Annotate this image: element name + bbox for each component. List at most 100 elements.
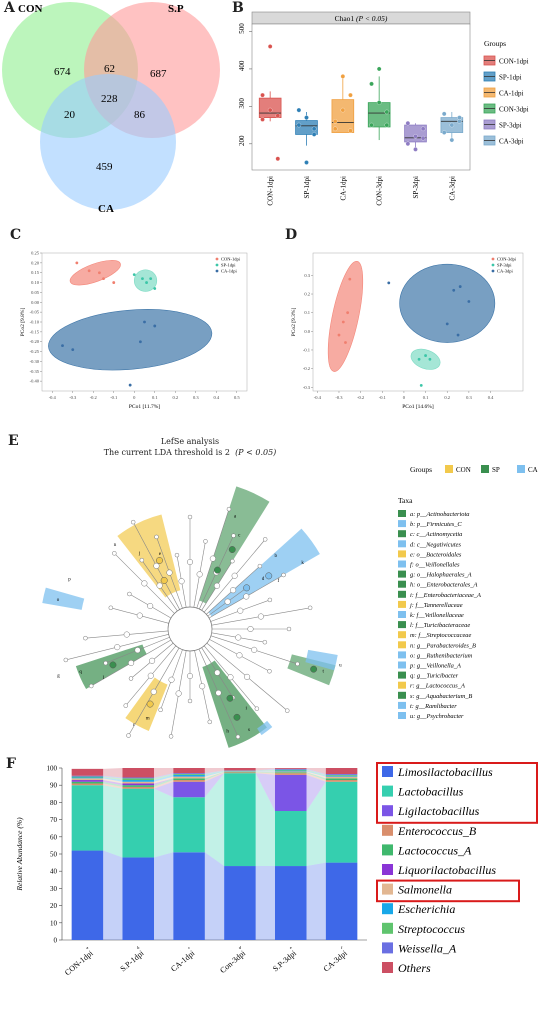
bar-segment-limosilactobacillus [173, 852, 205, 940]
clade-leaf [109, 606, 113, 610]
clade-node-letter: s [248, 728, 250, 733]
lefse-taxon-swatch [398, 702, 406, 709]
pcoa-point [71, 348, 74, 351]
box-point [421, 136, 425, 140]
bar-segment-lactococcus-a [326, 778, 358, 780]
bar-segment-weissella-a [122, 777, 154, 778]
panel-label-a: A [4, 0, 15, 16]
bar-segment-enterococcus-b [224, 772, 256, 773]
clade-node [167, 570, 173, 576]
lefse-taxon-swatch [398, 540, 406, 547]
boxplot-xtick-label: SP-3dpi [412, 176, 420, 199]
bar-legend-label: Weissella_A [398, 941, 457, 955]
clade-node [248, 626, 254, 632]
pcoa-ytick-label: 0.2 [304, 292, 310, 297]
pcoa-xtick-label: -0.2 [90, 395, 97, 400]
pcoa-legend-marker [216, 258, 219, 261]
bar-legend-label: Lactococcus_A [397, 843, 472, 857]
panel-label-d: D [285, 227, 297, 243]
lefse-taxon-swatch [398, 510, 406, 517]
lefse-taxon-label: e: o__Bacteroidales [410, 551, 462, 558]
box-point [406, 142, 410, 146]
lefse-groups-title: Groups [410, 465, 432, 474]
bar-segment-ligilactobacillus [173, 782, 205, 797]
pcoa-legend-label: CON-3dpi [497, 257, 517, 262]
clade-highlight-sp [202, 661, 267, 748]
bar-legend-label: Enterococcus_B [397, 824, 477, 838]
bar-ytick-label: 40 [50, 868, 58, 876]
pcoa-point [420, 384, 423, 387]
bar-legend-label: Others [398, 961, 431, 975]
clade-highlight-con [117, 515, 180, 598]
box-point [369, 123, 373, 127]
lefse-taxon-swatch [398, 672, 406, 679]
clade-leaf [127, 592, 131, 596]
lefse-taxon-label: p: g__Veillonella_A [409, 663, 461, 670]
boxplot-ytick-label: 500 [238, 23, 246, 34]
boxplot-xtick-label: CA-1dpi [339, 176, 347, 201]
lefse-group-swatch [445, 465, 453, 473]
pcoa-ytick-label: -0.1 [303, 347, 310, 352]
pcoa-xtick-label: -0.3 [69, 395, 77, 400]
clade-node [225, 599, 231, 605]
lefse-taxon-label: n: g__Parabacteroides_B [410, 642, 476, 649]
clade-leaf [131, 520, 135, 524]
bar-segment-weissella-a [173, 773, 205, 774]
pcoa-ytick-label: 0.00 [31, 300, 40, 305]
pcoa-legend-marker [492, 264, 495, 267]
pcoa-ytick-label: -0.35 [30, 369, 40, 374]
pcoa-xtick-label: -0.4 [49, 395, 57, 400]
bar-segment-others [122, 768, 154, 777]
clade-biomarker-node [266, 573, 272, 579]
bar-flow-band [256, 866, 275, 940]
box-point [348, 93, 352, 97]
bar-segment-limosilactobacillus [72, 851, 104, 940]
pcoa-point [112, 281, 115, 284]
bar-ytick-label: 50 [50, 851, 58, 859]
pcoa-point [459, 285, 462, 288]
bar-legend-swatch [382, 844, 393, 855]
bar-segment-weissella-a [72, 776, 104, 777]
pcoa-ellipse-sp-3dpi [408, 345, 443, 373]
bar-legend-swatch [382, 884, 393, 895]
bar-segment-others [173, 768, 205, 773]
clade-node [216, 690, 222, 696]
bar-ylabel: Relative Abundance (%) [15, 817, 24, 892]
clade-node [228, 674, 234, 680]
lefse-taxon-swatch [398, 581, 406, 588]
clade-leaf [169, 734, 173, 738]
pcoa-ytick-label: -0.15 [30, 329, 40, 334]
clade-node [135, 647, 141, 653]
bar-segment-lactobacillus [72, 785, 104, 850]
clade-node-letter: m [146, 717, 150, 722]
bar-segment-salmonella [72, 778, 104, 780]
bar-segment-enterococcus-b [275, 773, 307, 775]
bar-segment-weissella-a [326, 774, 358, 775]
boxplot-xtick-label: CON-3dpi [376, 176, 384, 206]
pcoa-point [338, 334, 341, 337]
clade-biomarker-node [156, 557, 162, 563]
clade-node-letter: f [277, 579, 279, 584]
bar-flow-band [103, 851, 122, 940]
box-point [276, 157, 280, 161]
pcoa-ytick-label: -0.30 [30, 359, 40, 364]
lefse-taxon-label: o: g__Ruthenibacterium [410, 652, 473, 659]
clade-leaf [127, 734, 131, 738]
bar-segment-salmonella [275, 771, 307, 772]
lefse-taxon-label: f: o__Veillonellales [410, 562, 460, 569]
clade-leaf [175, 553, 179, 557]
bar-segment-lactobacillus [275, 811, 307, 866]
pcoa-ytick-label: 0.25 [31, 251, 40, 256]
bar-segment-escherichia [326, 776, 358, 777]
box-point [385, 110, 389, 114]
venn-count-con-ca: 20 [64, 109, 76, 121]
pcoa-ytick-label: 0.05 [31, 290, 40, 295]
bar-segment-limosilactobacillus [326, 863, 358, 940]
box-point [406, 121, 410, 125]
lefse-taxon-swatch [398, 692, 406, 699]
box-point [385, 123, 389, 127]
